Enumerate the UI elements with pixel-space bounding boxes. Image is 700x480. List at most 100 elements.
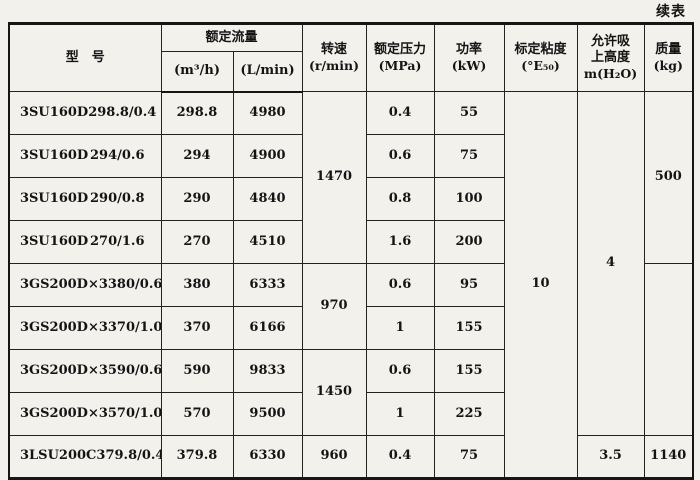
header-power: 功率 (kW) [433,23,505,92]
cell-flow-m3h: 290 [160,177,234,221]
cell-speed: 1450 [301,349,367,436]
cell-model: 3SU160D 294/0.6 [8,134,162,178]
model-spec: 270/1.6 [89,233,145,249]
cell-model: 3SU160D 290/0.8 [8,177,162,221]
cell-pressure: 1.6 [365,220,435,264]
cell-power: 155 [433,349,505,393]
header-viscosity: 标定粘度 (°E₅₀) [503,23,578,92]
cell-power: 55 [433,91,505,135]
cell-flow-lmin: 4980 [232,91,303,135]
header-speed-unit: (r/min) [308,58,360,74]
cell-flow-m3h: 379.8 [160,435,234,479]
cell-flow-lmin: 4840 [232,177,303,221]
cell-flow-m3h: 294 [160,134,234,178]
model-spec: 370/1.0 [107,319,161,335]
cell-power: 225 [433,392,505,436]
cell-pressure: 1 [365,306,435,350]
header-rated-flow: 额定流量 [160,23,303,52]
model-spec: 379.8/0.4 [96,448,161,464]
cell-flow-m3h: 380 [160,263,234,307]
cell-flow-m3h: 590 [160,349,234,393]
cell-flow-m3h: 270 [160,220,234,264]
cell-model: 3SU160D 298.8/0.4 [8,91,162,135]
cell-suction: 3.5 [576,435,645,479]
model-spec: 570/1.0 [107,405,161,421]
table-row: 3GS200D×3 370/1.0 370 6166 1 155 [8,306,693,350]
cell-power: 200 [433,220,505,264]
cell-mass: 1140 [643,435,694,479]
model-name: 3SU160D [20,233,89,249]
table-row: 3GS200D×3 590/0.6 590 9833 1450 0.6 155 [8,349,693,436]
header-speed-label: 转速 [321,42,348,58]
cell-speed: 970 [301,263,367,350]
header-row-2: (m³/h) (L/min) [9,51,693,93]
header-flow-m3h: (m³/h) [160,51,234,93]
cell-flow-lmin: 9833 [232,349,303,393]
model-name: 3GS200D×3 [20,276,108,292]
header-flow-lmin: (L/min) [232,51,303,93]
cell-flow-lmin: 6166 [232,306,303,350]
header-mass-unit: (kg) [653,58,683,74]
model-name: 3GS200D×3 [20,362,108,378]
cell-power: 95 [433,263,505,307]
cell-pressure: 0.4 [365,435,435,479]
header-suction-unit: m(H₂O) [583,66,638,82]
table-row: 3SU160D 298.8/0.4 298.8 4980 1470 0.4 55… [8,91,694,479]
table-row: 3SU160D 294/0.6 294 4900 0.6 75 [8,134,693,178]
cell-pressure: 1 [365,392,435,436]
header-row-1: 型 号 额定流量 转速 (r/min) 额定压力 (MPa) 功率 (kW) 标… [8,23,694,92]
cell-power: 100 [433,177,505,221]
model-name: 3SU160D [20,147,89,163]
pump-spec-table: 型 号 额定流量 转速 (r/min) 额定压力 (MPa) 功率 (kW) 标… [8,22,695,480]
cell-pressure: 0.6 [365,134,435,178]
continued-table-label: 续表 [656,4,686,20]
cell-flow-m3h: 298.8 [160,91,234,135]
model-name: 3SU160D [20,190,89,206]
cell-power: 155 [433,306,505,350]
header-power-label: 功率 [456,42,483,58]
table-row: 3SU160D 290/0.8 290 4840 0.8 100 [8,177,693,221]
model-name: 3GS200D×3 [20,405,108,421]
cell-model: 3GS200D×3 570/1.0 [8,392,162,436]
cell-flow-lmin: 4900 [232,134,303,178]
cell-power: 75 [433,134,505,178]
header-model: 型 号 [8,23,162,92]
cell-speed: 960 [301,435,367,479]
table-row: 3LSU200C 379.8/0.4 379.8 6330 960 0.4 75… [8,435,694,479]
table-row: 3SU160D 270/1.6 270 4510 1.6 200 [8,220,693,264]
model-spec: 294/0.6 [89,147,145,163]
cell-mass: 500 [643,91,694,264]
header-pressure-label: 额定压力 [374,42,427,58]
model-name: 3GS200D×3 [20,319,108,335]
cell-flow-lmin: 6333 [232,263,303,307]
cell-pressure: 0.8 [365,177,435,221]
header-pressure-unit: (MPa) [378,58,422,74]
cell-mass-empty [643,263,694,436]
cell-suction: 4 [576,91,645,436]
model-spec: 290/0.8 [89,190,145,206]
header-speed: 转速 (r/min) [301,23,367,92]
cell-flow-m3h: 370 [160,306,234,350]
cell-flow-lmin: 4510 [232,220,303,264]
cell-model: 3SU160D 270/1.6 [8,220,162,264]
table-row: 3GS200D×3 570/1.0 570 9500 1 225 [8,392,693,436]
model-spec: 298.8/0.4 [88,104,157,120]
model-name: 3SU160D [20,104,89,120]
header-suction: 允许吸上高度 m(H₂O) [576,23,645,92]
header-viscosity-label: 标定粘度 [514,42,567,58]
model-spec: 590/0.6 [107,362,161,378]
cell-pressure: 0.6 [365,263,435,307]
cell-model: 3GS200D×3 380/0.6 [8,263,162,307]
cell-model: 3GS200D×3 370/1.0 [8,306,162,350]
header-power-unit: (kW) [451,58,487,74]
header-mass-label: 质量 [655,42,682,58]
cell-flow-m3h: 570 [160,392,234,436]
header-pressure: 额定压力 (MPa) [365,23,435,92]
header-suction-label: 允许吸上高度 [591,34,631,65]
cell-model: 3LSU200C 379.8/0.4 [8,435,162,479]
table-row: 3GS200D×3 380/0.6 380 6333 970 0.6 95 [8,263,694,436]
cell-speed: 1470 [301,91,367,264]
cell-flow-lmin: 9500 [232,392,303,436]
header-viscosity-unit: (°E₅₀) [521,58,560,74]
